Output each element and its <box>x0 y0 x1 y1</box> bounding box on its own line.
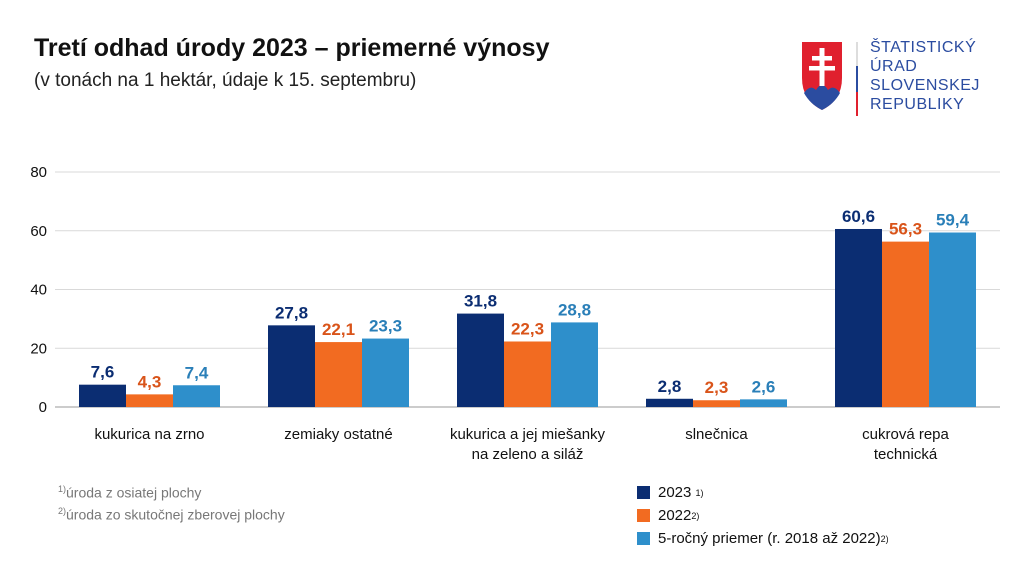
bar <box>504 341 551 407</box>
bar <box>835 228 882 407</box>
chart-subtitle: (v tonách na 1 hektár, údaje k 15. septe… <box>34 70 417 91</box>
legend-item-2022: 2022 2) <box>637 507 699 524</box>
y-tick-label: 0 <box>39 399 47 416</box>
logo-line: SLOVENSKEJ <box>870 77 980 94</box>
data-label: 2,3 <box>705 378 729 397</box>
footnote-2: 2)úroda zo skutočnej zberovej plochy <box>58 506 285 523</box>
data-label: 7,4 <box>185 363 209 382</box>
legend-label: 2022 <box>658 507 692 524</box>
bar <box>362 338 409 407</box>
data-label: 22,1 <box>322 320 355 339</box>
bar <box>315 342 362 407</box>
legend-label: 2023 <box>658 484 692 501</box>
data-label: 31,8 <box>464 292 497 311</box>
bar <box>551 322 598 407</box>
y-tick-label: 20 <box>30 340 47 357</box>
x-category-label: kukurica a jej miešanky <box>450 426 606 443</box>
chart-title: Tretí odhad úrody 2023 – priemerné výnos… <box>34 34 550 62</box>
x-category-label: slnečnica <box>685 426 748 443</box>
footnote-text: úroda zo skutočnej zberovej plochy <box>66 506 285 523</box>
footnote-mark: 2) <box>58 506 67 516</box>
legend-mark: 2) <box>691 510 700 521</box>
data-label: 59,4 <box>936 211 970 230</box>
x-category-label: kukurica na zrno <box>94 426 204 443</box>
x-category-label: zemiaky ostatné <box>284 426 392 443</box>
data-label: 2,8 <box>658 377 682 396</box>
logo-line: REPUBLIKY <box>870 96 965 113</box>
legend-label: 5-ročný priemer (r. 2018 až 2022) <box>658 530 881 547</box>
bar <box>693 400 740 407</box>
data-label: 56,3 <box>889 220 922 239</box>
data-label: 60,6 <box>842 207 875 226</box>
legend-swatch <box>637 509 650 522</box>
legend-mark: 1) <box>695 487 704 498</box>
bar <box>929 232 976 407</box>
data-label: 28,8 <box>558 300 591 319</box>
data-label: 27,8 <box>275 303 308 322</box>
bar <box>173 385 220 407</box>
x-category-label: na zeleno a siláž <box>472 446 584 463</box>
legend-item-5yr-average: 5-ročný priemer (r. 2018 až 2022) 2) <box>637 530 889 547</box>
y-tick-label: 80 <box>30 164 47 181</box>
bar <box>740 399 787 407</box>
legend-swatch <box>637 486 650 499</box>
bar <box>126 394 173 407</box>
data-label: 2,6 <box>752 377 776 396</box>
legend-swatch <box>637 532 650 545</box>
footnote-text: úroda z osiatej plochy <box>66 484 202 501</box>
data-label: 7,6 <box>91 363 115 382</box>
bar-chart: 0 20 40 60 80 7,6 4,3 7,4 kukurica na zrno 27,8 22… <box>30 164 1000 463</box>
logo-line: ÚRAD <box>870 58 918 75</box>
logo-line: ŠTATISTICKÝ <box>870 39 977 56</box>
data-label: 23,3 <box>369 317 402 336</box>
bar <box>882 241 929 407</box>
x-category-label: technická <box>874 446 938 463</box>
data-label: 22,3 <box>511 319 544 338</box>
statistical-office-logo: ŠTATISTICKÝ ÚRAD SLOVENSKEJ REPUBLIKY <box>800 38 979 123</box>
logo-text: ŠTATISTICKÝ ÚRAD SLOVENSKEJ REPUBLIKY <box>870 38 980 114</box>
data-label: 4,3 <box>138 372 162 391</box>
bar <box>646 398 693 407</box>
footnote-mark: 1) <box>58 484 67 494</box>
y-tick-label: 40 <box>30 282 47 299</box>
bar <box>79 384 126 407</box>
legend-item-2023: 2023 1) <box>637 484 704 501</box>
coat-of-arms-icon <box>802 42 858 116</box>
y-tick-label: 60 <box>30 223 47 240</box>
x-category-label: cukrová repa <box>862 426 949 443</box>
bar <box>268 325 315 407</box>
footnote-1: 1)úroda z osiatej plochy <box>58 484 201 501</box>
bar <box>457 313 504 407</box>
legend-mark: 2) <box>880 533 889 544</box>
